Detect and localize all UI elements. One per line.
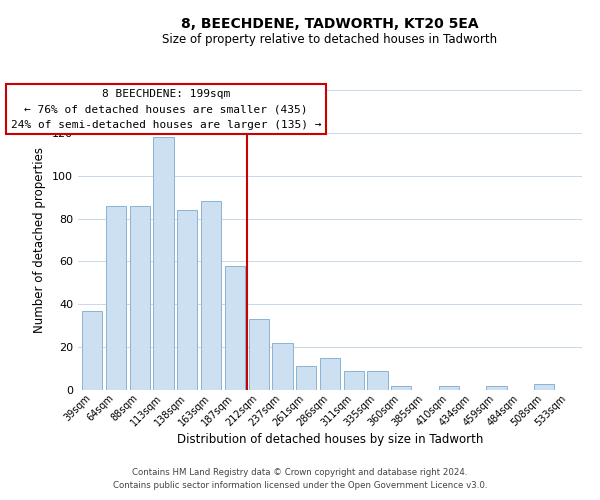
Bar xyxy=(201,202,221,390)
Bar xyxy=(296,366,316,390)
Bar xyxy=(391,386,412,390)
Bar xyxy=(106,206,126,390)
Bar xyxy=(487,386,506,390)
Bar xyxy=(272,343,293,390)
Text: Size of property relative to detached houses in Tadworth: Size of property relative to detached ho… xyxy=(163,32,497,46)
Bar xyxy=(439,386,459,390)
Bar xyxy=(82,310,103,390)
Bar xyxy=(344,370,364,390)
Bar xyxy=(367,370,388,390)
Text: 8 BEECHDENE: 199sqm
← 76% of detached houses are smaller (435)
24% of semi-detac: 8 BEECHDENE: 199sqm ← 76% of detached ho… xyxy=(11,88,321,130)
Bar xyxy=(534,384,554,390)
Text: Contains HM Land Registry data © Crown copyright and database right 2024.: Contains HM Land Registry data © Crown c… xyxy=(132,468,468,477)
Bar xyxy=(177,210,197,390)
Bar xyxy=(130,206,150,390)
Bar xyxy=(320,358,340,390)
Bar xyxy=(154,137,173,390)
Text: 8, BEECHDENE, TADWORTH, KT20 5EA: 8, BEECHDENE, TADWORTH, KT20 5EA xyxy=(181,18,479,32)
Text: Contains public sector information licensed under the Open Government Licence v3: Contains public sector information licen… xyxy=(113,480,487,490)
Bar xyxy=(248,320,269,390)
Bar xyxy=(225,266,245,390)
X-axis label: Distribution of detached houses by size in Tadworth: Distribution of detached houses by size … xyxy=(177,433,483,446)
Y-axis label: Number of detached properties: Number of detached properties xyxy=(34,147,46,333)
